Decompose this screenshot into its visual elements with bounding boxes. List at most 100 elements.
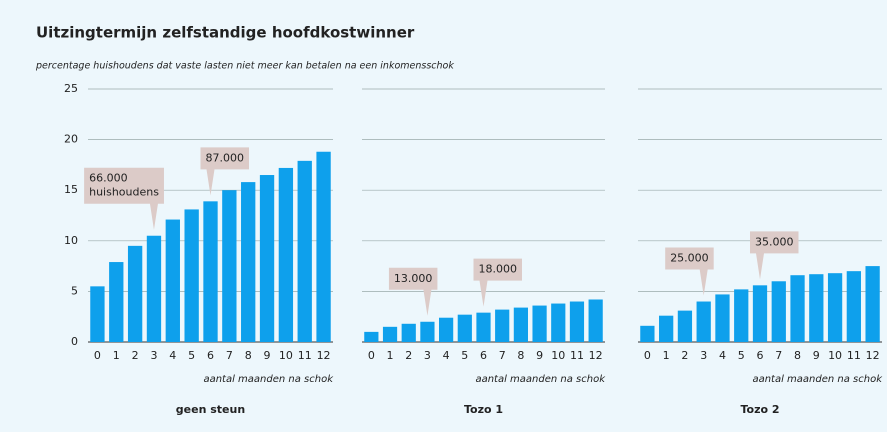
y-tick-label: 20 bbox=[64, 133, 78, 146]
x-tick-label: 5 bbox=[188, 349, 195, 362]
x-axis-label: aantal maanden na schok bbox=[203, 374, 334, 385]
annotation-box bbox=[750, 231, 799, 280]
annotation bbox=[750, 231, 799, 280]
annotation-box bbox=[200, 147, 249, 196]
x-tick-label: 7 bbox=[499, 349, 506, 362]
panel-title: Tozo 2 bbox=[740, 403, 779, 416]
annotation-text: 13.000 bbox=[394, 272, 433, 285]
bar bbox=[715, 294, 730, 342]
x-tick-label: 10 bbox=[828, 349, 842, 362]
bar bbox=[420, 321, 435, 342]
bar bbox=[790, 275, 805, 342]
x-tick-label: 5 bbox=[738, 349, 745, 362]
x-tick-label: 3 bbox=[700, 349, 707, 362]
bar bbox=[588, 299, 603, 342]
x-tick-label: 9 bbox=[264, 349, 271, 362]
annotation-text: 87.000 bbox=[206, 151, 245, 164]
x-tick-label: 2 bbox=[405, 349, 412, 362]
annotation-box bbox=[84, 167, 164, 230]
x-tick-label: 3 bbox=[150, 349, 157, 362]
bar bbox=[865, 266, 880, 342]
annotation-box bbox=[388, 267, 438, 316]
x-tick-label: 0 bbox=[368, 349, 375, 362]
bar bbox=[551, 303, 566, 342]
x-tick-label: 12 bbox=[866, 349, 880, 362]
x-tick-label: 6 bbox=[207, 349, 214, 362]
bar bbox=[401, 323, 416, 342]
chart-subtitle: percentage huishoudens dat vaste lasten … bbox=[35, 61, 454, 72]
x-tick-label: 11 bbox=[298, 349, 312, 362]
x-axis-label: aantal maanden na schok bbox=[752, 374, 883, 385]
bar bbox=[439, 317, 454, 342]
y-tick-label: 5 bbox=[71, 284, 78, 297]
y-tick-label: 25 bbox=[64, 82, 78, 95]
bar bbox=[90, 286, 105, 342]
x-tick-label: 6 bbox=[480, 349, 487, 362]
bar bbox=[532, 305, 547, 342]
panel-title: Tozo 1 bbox=[464, 403, 503, 416]
x-tick-label: 6 bbox=[757, 349, 764, 362]
bar bbox=[827, 273, 843, 342]
bar bbox=[457, 314, 472, 342]
bar bbox=[241, 182, 256, 342]
annotation-box bbox=[665, 247, 714, 296]
bar bbox=[222, 190, 237, 342]
annotation-text: huishoudens bbox=[89, 186, 159, 199]
x-tick-label: 2 bbox=[132, 349, 139, 362]
bar bbox=[109, 262, 124, 342]
bar bbox=[659, 315, 674, 342]
bar bbox=[696, 301, 711, 342]
bar bbox=[203, 201, 218, 342]
bar bbox=[297, 160, 312, 342]
x-tick-label: 4 bbox=[719, 349, 726, 362]
annotation-text: 18.000 bbox=[479, 263, 518, 276]
y-tick-label: 10 bbox=[64, 234, 78, 247]
x-tick-label: 2 bbox=[681, 349, 688, 362]
x-tick-label: 7 bbox=[226, 349, 233, 362]
x-tick-label: 8 bbox=[517, 349, 524, 362]
x-tick-label: 1 bbox=[387, 349, 394, 362]
bar bbox=[809, 274, 824, 342]
bar bbox=[569, 301, 585, 342]
x-tick-label: 10 bbox=[551, 349, 565, 362]
bar bbox=[495, 309, 510, 342]
bar bbox=[146, 235, 162, 342]
x-tick-label: 0 bbox=[644, 349, 651, 362]
annotation bbox=[84, 167, 164, 230]
annotation-text: 25.000 bbox=[670, 252, 709, 265]
annotation bbox=[388, 267, 438, 316]
bar bbox=[513, 307, 528, 342]
annotation-text: 35.000 bbox=[755, 235, 794, 248]
x-tick-label: 3 bbox=[424, 349, 431, 362]
bar bbox=[640, 325, 655, 342]
x-tick-label: 9 bbox=[536, 349, 543, 362]
bar bbox=[476, 312, 491, 342]
y-tick-label: 15 bbox=[64, 183, 78, 196]
x-tick-label: 5 bbox=[461, 349, 468, 362]
annotation-box bbox=[473, 258, 522, 307]
bar bbox=[364, 331, 379, 342]
x-tick-label: 1 bbox=[663, 349, 670, 362]
x-tick-label: 11 bbox=[570, 349, 584, 362]
x-tick-label: 12 bbox=[317, 349, 331, 362]
bar bbox=[771, 281, 786, 342]
bar bbox=[316, 151, 331, 342]
x-tick-label: 9 bbox=[813, 349, 820, 362]
bar bbox=[165, 219, 180, 342]
panel-title: geen steun bbox=[176, 403, 245, 416]
x-tick-label: 1 bbox=[113, 349, 120, 362]
x-tick-label: 8 bbox=[794, 349, 801, 362]
bar bbox=[846, 271, 861, 342]
annotation bbox=[665, 247, 714, 296]
x-tick-label: 10 bbox=[279, 349, 293, 362]
chart-title: Uitzingtermijn zelfstandige hoofdkostwin… bbox=[36, 24, 415, 42]
bar bbox=[127, 245, 143, 342]
annotation bbox=[200, 147, 249, 196]
annotation bbox=[473, 258, 522, 307]
bar bbox=[382, 326, 398, 342]
x-tick-label: 4 bbox=[443, 349, 450, 362]
bar bbox=[184, 209, 199, 342]
x-tick-label: 11 bbox=[847, 349, 861, 362]
